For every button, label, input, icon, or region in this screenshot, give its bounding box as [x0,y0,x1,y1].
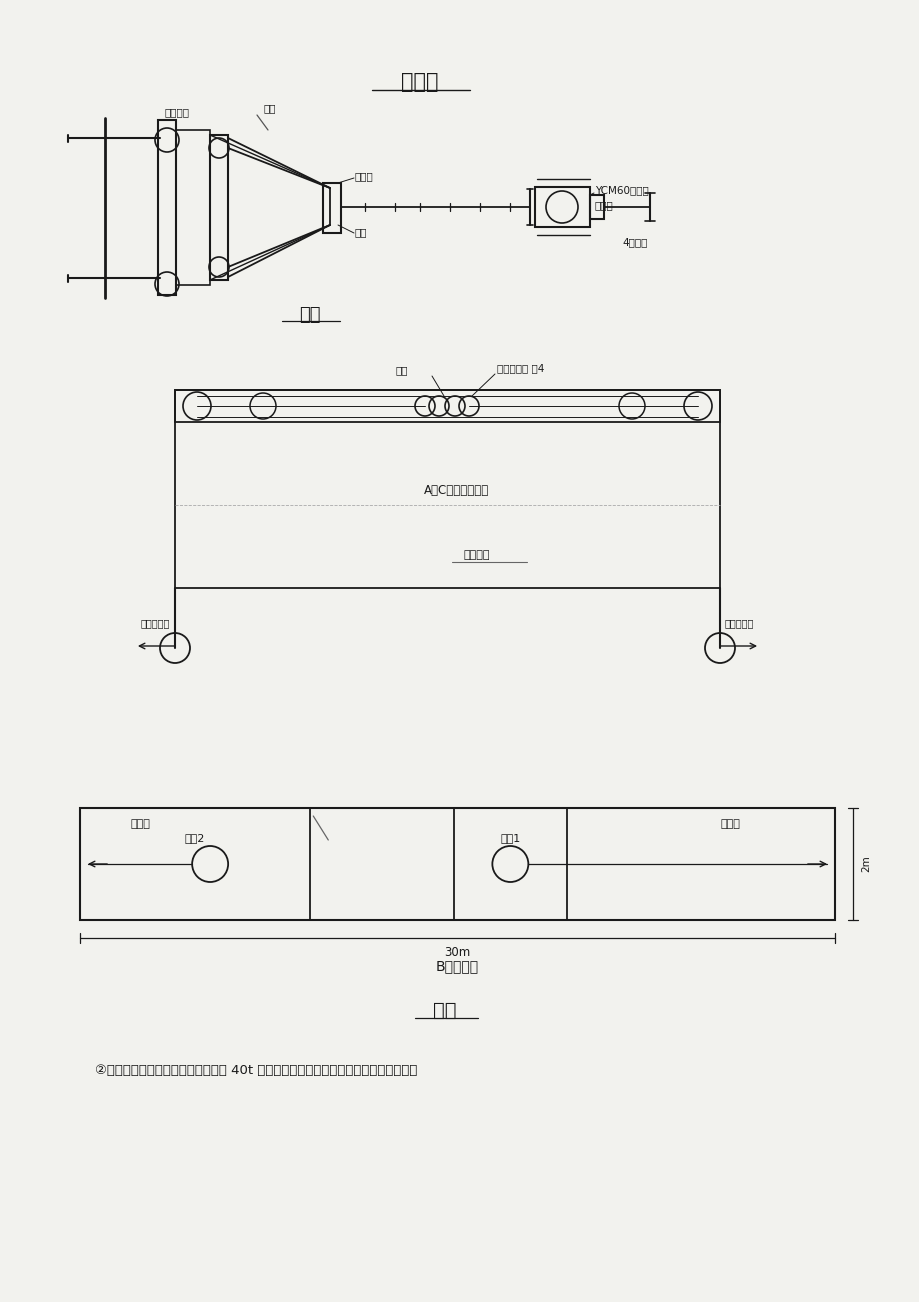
Text: 横移机构: 横移机构 [165,107,190,117]
Text: 图三: 图三 [433,1000,456,1019]
Text: B塔平面顶: B塔平面顶 [436,960,479,973]
Text: 转向滑车: 转向滑车 [463,549,490,560]
Bar [175,391,720,422]
Text: 进地卷扬机: 进地卷扬机 [141,618,170,628]
Text: 进导链: 进导链 [130,819,150,829]
Text: YCM60穿心顶: YCM60穿心顶 [595,185,648,195]
Text: 双门滑车组 走4: 双门滑车组 走4 [496,363,544,372]
Bar [80,809,834,921]
Bar [210,135,228,280]
Text: 悬臂梁: 悬臂梁 [595,201,613,210]
Text: 进导链: 进导链 [720,819,739,829]
Text: ②主吊钩在起吊其他重物（其重量在 40t 以下即起吊盖梁及其他构件）时，两组主吊钩: ②主吊钩在起吊其他重物（其重量在 40t 以下即起吊盖梁及其他构件）时，两组主吊… [95,1064,417,1077]
Text: 4孔锚具: 4孔锚具 [621,237,647,247]
Text: 索鞲2: 索鞲2 [185,833,205,842]
Text: 2m: 2m [860,855,870,872]
Text: 图一: 图一 [299,306,321,324]
Text: A、C塔顶横梁立面: A、C塔顶横梁立面 [424,483,489,496]
Text: 立　面: 立 面 [401,72,438,92]
Bar [323,184,341,233]
Bar [175,391,720,589]
Bar [535,187,589,227]
Bar [176,130,210,285]
Text: 锚梁: 锚梁 [355,227,367,237]
Bar [589,195,604,219]
Text: 墩头锚: 墩头锚 [355,171,373,181]
Bar [158,120,176,296]
Text: 拉板: 拉板 [264,103,276,113]
Text: 进地卷扬机: 进地卷扬机 [724,618,754,628]
Text: 索鞲1: 索鞲1 [500,833,520,842]
Text: 索鞲: 索鞲 [395,365,408,375]
Text: 30m: 30m [444,945,471,958]
